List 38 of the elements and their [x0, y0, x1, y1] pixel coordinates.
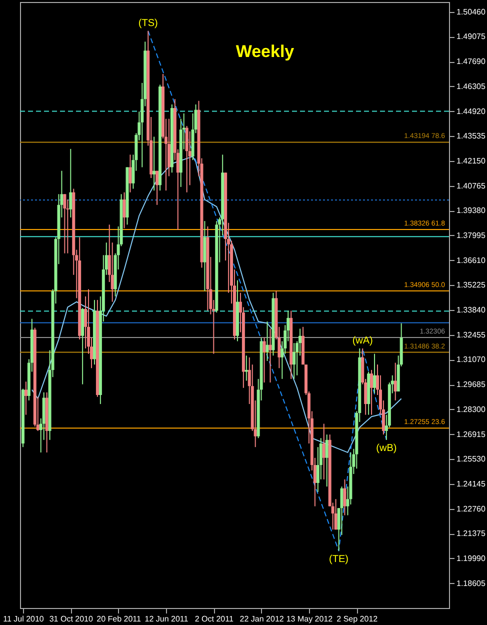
y-tick-label: 1.47690	[456, 57, 486, 66]
y-tick-label: 1.32455	[456, 330, 486, 340]
x-tick-label: 31 Oct 2010	[49, 614, 94, 624]
y-tick-label: 1.43535	[456, 132, 486, 141]
x-tick-label: 12 Jun 2011	[144, 614, 189, 624]
y-tick-label: 1.29685	[456, 380, 486, 390]
y-tick-label: 1.40765	[456, 181, 486, 190]
annotation: (TE)	[329, 554, 348, 565]
y-tick-label: 1.42150	[456, 156, 486, 166]
x-tick-label: 2 Oct 2011	[194, 614, 234, 624]
y-tick-label: 1.49075	[456, 32, 486, 42]
x-tick-label: 2 Sep 2012	[336, 614, 378, 624]
annotation: Weekly	[236, 42, 295, 61]
y-tick-label: 1.18605	[456, 578, 486, 588]
y-tick-label: 1.26915	[456, 430, 486, 439]
y-tick-label: 1.33840	[456, 306, 486, 315]
y-tick-label: 1.19990	[456, 554, 486, 563]
y-tick-label: 1.35225	[456, 280, 486, 290]
y-tick-label: 1.31070	[456, 355, 486, 364]
annotation: (wB)	[376, 442, 397, 454]
x-tick-label: 20 Feb 2011	[96, 614, 142, 624]
line-series	[31, 156, 402, 453]
y-tick-label: 1.39380	[456, 206, 486, 216]
y-tick-label: 1.36610	[456, 256, 486, 265]
y-tick-label: 1.37995	[456, 230, 486, 240]
y-tick-label: 1.28300	[456, 404, 486, 414]
y-tick-label: 1.21375	[456, 529, 486, 538]
y-tick-label: 1.25530	[456, 454, 486, 464]
annotation: (wA)	[352, 335, 373, 346]
y-tick-label: 1.22760	[456, 504, 486, 514]
y-tick-label: 1.44920	[456, 106, 486, 116]
x-tick-label: 22 Jan 2012	[240, 614, 284, 624]
x-tick-label: 13 May 2012	[286, 614, 334, 624]
annotation: (TS)	[138, 18, 158, 29]
y-tick-label: 1.50460	[456, 7, 486, 16]
y-tick-label: 1.46305	[456, 82, 486, 91]
x-tick-label: 11 Jul 2010	[3, 614, 44, 624]
y-tick-label: 1.24145	[456, 479, 486, 488]
